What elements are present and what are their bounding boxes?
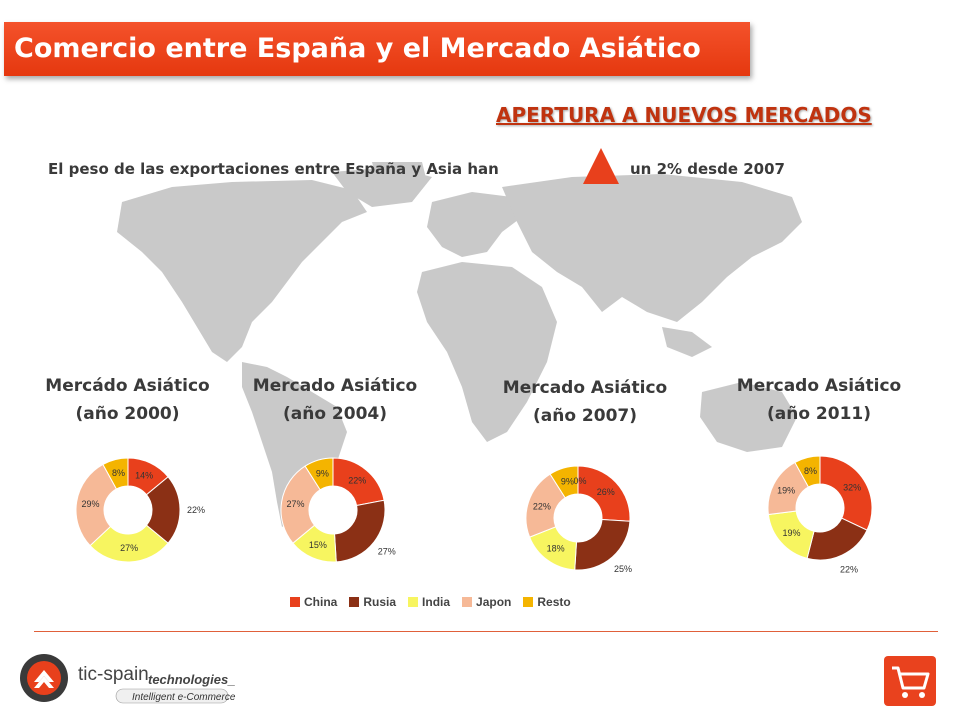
- donut-1-label-india: 15%: [309, 540, 327, 550]
- donut-1-label-japon: 27%: [286, 499, 304, 509]
- donut-3-slice-china: [819, 455, 873, 531]
- donut-3-label-china: 32%: [843, 483, 861, 493]
- legend-item-india: India: [408, 595, 450, 609]
- donut-1-slice-japon: [280, 465, 321, 544]
- weight-text-right: un 2% desde 2007: [630, 160, 785, 178]
- logo-brand-text: tic-spain: [78, 664, 149, 685]
- donut-0-slice-resto: [102, 457, 129, 490]
- donut-3-label-resto: 8%: [804, 466, 817, 476]
- donut-0-label-japon: 29%: [81, 499, 99, 509]
- donut-1-label-resto: 9%: [316, 469, 329, 479]
- logo-brand-suffix: technologies_: [148, 672, 235, 687]
- chart-title-2004: Mercado Asiático (año 2004): [240, 372, 430, 428]
- shopping-cart-icon: [892, 666, 930, 698]
- chart-title-2007-line2: (año 2007): [532, 406, 638, 426]
- footer-divider: [34, 631, 938, 632]
- donut-1-label-china: 22%: [348, 476, 366, 486]
- legend-swatch-rusia: [349, 597, 360, 607]
- chart-title-2000: Mercádo Asiático (año 2000): [30, 372, 225, 428]
- legend-swatch-resto: [523, 597, 534, 607]
- legend-label-japon: Japon: [476, 595, 512, 609]
- donut-0-slice-japon: [75, 463, 118, 547]
- legend-item-rusia: Rusia: [349, 595, 396, 609]
- logo-tagline: Intelligent e-Commerce: [132, 692, 236, 703]
- donut-2-slice-rusia: [574, 518, 631, 571]
- page-title: Comercio entre España y el Mercado Asiát…: [4, 22, 750, 76]
- donut-0-label-rusia: 22%: [187, 505, 205, 515]
- donut-2-label-rusia: 25%: [614, 564, 632, 574]
- legend-item-japon: Japon: [462, 595, 511, 609]
- donut-2-label-japon: 22%: [533, 501, 551, 511]
- chart-title-2007-line1: Mercado Asiático: [502, 378, 668, 398]
- chart-title-2000-line1: Mercádo Asiático: [45, 376, 210, 396]
- shopping-cart-button[interactable]: [884, 656, 936, 706]
- exports-weight-statement: El peso de las exportaciones entre Españ…: [0, 160, 960, 182]
- donut-0-slice-india: [89, 524, 169, 563]
- company-logo: tic-spain technologies_ Intelligent e-Co…: [20, 654, 236, 704]
- donut-0-label-india: 27%: [120, 543, 138, 553]
- legend-label-resto: Resto: [537, 595, 571, 609]
- legend-label-rusia: Rusia: [363, 595, 397, 609]
- donut-2-slice-china: [577, 465, 631, 522]
- donut-3-label-rusia: 22%: [840, 565, 858, 575]
- chart-title-2007: Mercado Asiático (año 2007): [490, 374, 680, 430]
- donut-2-label-extra: 0%: [573, 476, 586, 486]
- chart-legend: China Rusia India Japon Resto: [290, 595, 571, 609]
- donut-3-slice-resto: [794, 455, 821, 488]
- donut-3-label-japon: 19%: [777, 486, 795, 496]
- donut-1-label-rusia: 27%: [378, 547, 396, 557]
- chart-title-2011-line1: Mercado Asiático: [736, 376, 902, 396]
- legend-swatch-india: [408, 597, 419, 607]
- section-subheading: APERTURA A NUEVOS MERCADOS: [496, 103, 872, 127]
- legend-swatch-japon: [462, 597, 473, 607]
- increase-arrow-icon: [583, 148, 619, 184]
- donut-3-label-india: 19%: [782, 528, 800, 538]
- chart-title-2000-line2: (año 2000): [75, 404, 180, 424]
- chart-title-2011-line2: (año 2011): [766, 404, 872, 424]
- donut-0-label-resto: 8%: [112, 468, 125, 478]
- legend-label-india: India: [422, 595, 451, 609]
- weight-text-left: El peso de las exportaciones entre Españ…: [48, 160, 499, 178]
- donut-1-slice-resto: [304, 457, 334, 491]
- legend-item-china: China: [290, 595, 337, 609]
- legend-label-china: China: [304, 595, 338, 609]
- donut-0-label-china: 14%: [135, 471, 153, 481]
- donut-2-slice-resto: [549, 465, 579, 499]
- legend-item-resto: Resto: [523, 595, 571, 609]
- donut-1-slice-rusia: [333, 499, 386, 563]
- chart-title-2004-line2: (año 2004): [282, 404, 388, 424]
- donut-2-label-india: 18%: [547, 544, 565, 554]
- donut-2-label-china: 26%: [597, 487, 615, 497]
- donut-2-label-resto: 9%: [561, 477, 574, 487]
- chart-title-2011: Mercado Asiático (año 2011): [724, 372, 914, 428]
- chart-title-2004-line1: Mercado Asiático: [252, 376, 418, 396]
- legend-swatch-china: [290, 597, 300, 607]
